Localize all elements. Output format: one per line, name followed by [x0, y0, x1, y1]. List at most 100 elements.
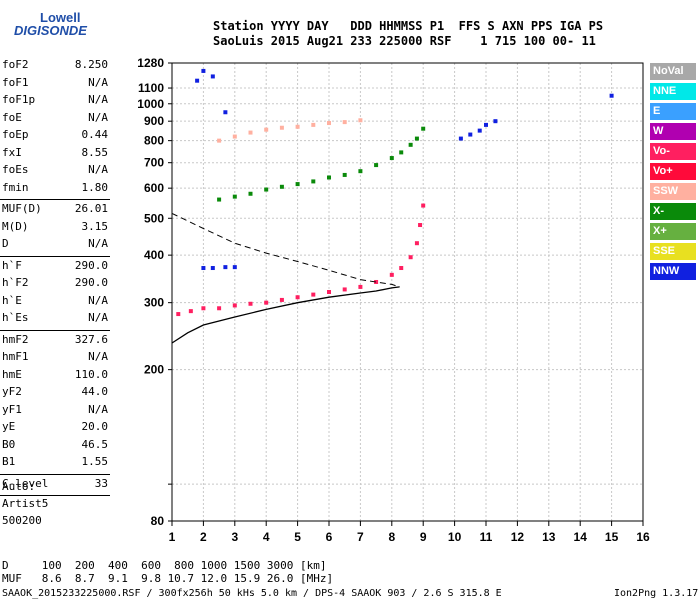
- param-row: MUF(D) 26.01: [2, 202, 108, 219]
- data-point: [217, 138, 222, 143]
- x-tick-label: 13: [542, 530, 556, 544]
- param-key: h`F: [2, 258, 22, 272]
- x-tick-label: 5: [294, 530, 301, 544]
- legend-item: NNW: [650, 263, 696, 280]
- y-tick-label: 200: [144, 363, 164, 377]
- param-value: N/A: [88, 350, 108, 363]
- y-tick-label: 700: [144, 156, 164, 170]
- logo-lowell: Lowell: [40, 10, 81, 25]
- data-point: [484, 122, 488, 127]
- data-point: [232, 194, 237, 199]
- param-row: foF1p N/A: [2, 93, 108, 110]
- param-value: 110.0: [74, 367, 108, 381]
- y-tick-label: 800: [144, 134, 164, 148]
- y-tick-label: 900: [144, 114, 164, 128]
- param-row: fmin 1.80: [2, 181, 108, 198]
- x-tick-label: 9: [420, 530, 427, 544]
- data-point: [279, 184, 284, 189]
- data-point: [358, 169, 363, 174]
- x-tick-label: 11: [480, 530, 493, 544]
- y-tick-label: 500: [144, 211, 164, 225]
- data-point: [295, 295, 300, 300]
- param-value: 327.6: [74, 332, 108, 346]
- param-key: foF1: [2, 75, 29, 89]
- data-point: [232, 303, 237, 308]
- footer-file-info: SAAOK_2015233225000.RSF / 300fx256h 50 k…: [2, 588, 502, 599]
- param-row: h`F2 290.0: [2, 276, 108, 293]
- data-point: [342, 172, 347, 177]
- data-point: [389, 156, 394, 161]
- data-point: [418, 223, 423, 228]
- plot-frame: [171, 62, 644, 522]
- param-value: N/A: [88, 311, 108, 324]
- note-artist: Artist5: [2, 497, 49, 510]
- param-value: N/A: [88, 110, 108, 124]
- param-value: 8.250: [74, 58, 108, 71]
- data-point: [295, 124, 300, 129]
- data-point: [264, 127, 269, 132]
- param-key: D: [2, 237, 9, 250]
- param-value: 26.01: [74, 202, 108, 215]
- x-tick-label: 12: [511, 530, 525, 544]
- param-value: N/A: [88, 293, 108, 307]
- data-point: [327, 175, 331, 180]
- x-tick-label: 10: [448, 530, 462, 544]
- data-point: [408, 142, 413, 147]
- data-point: [279, 297, 284, 302]
- param-row: h`Es N/A: [2, 311, 108, 328]
- legend-item: SSW: [650, 183, 696, 200]
- param-row: yF2 44.0: [2, 385, 108, 402]
- y-tick-label: 1000: [137, 97, 164, 111]
- y-tick-label: 80: [151, 514, 165, 528]
- param-value: 33: [94, 476, 108, 490]
- legend-item: NoVal: [650, 63, 696, 80]
- data-point: [176, 312, 181, 317]
- x-tick-label: 2: [200, 530, 207, 544]
- param-value: 20.0: [81, 420, 109, 433]
- data-point: [421, 126, 426, 131]
- param-row: C-level 33: [2, 477, 108, 494]
- x-tick-label: 15: [605, 530, 619, 544]
- data-point: [201, 266, 206, 271]
- footer-muf-row: MUF 8.6 8.7 9.1 9.8 10.7 12.0 15.9 26.0 …: [2, 572, 334, 585]
- param-key: hmE: [2, 367, 22, 381]
- data-point: [210, 74, 215, 79]
- data-point: [248, 130, 253, 135]
- legend-item: NNE: [650, 83, 696, 100]
- param-row: h`F 290.0: [2, 259, 108, 276]
- param-value: N/A: [88, 402, 108, 416]
- dashed-curve: [171, 212, 400, 288]
- x-tick-label: 6: [326, 530, 333, 544]
- data-point: [327, 290, 331, 294]
- data-point: [468, 132, 473, 137]
- data-point: [421, 203, 426, 208]
- data-point: [493, 119, 498, 124]
- param-key: foF1p: [2, 93, 36, 106]
- param-value: 290.0: [74, 258, 108, 272]
- data-point: [223, 110, 228, 115]
- param-separator: [0, 495, 110, 496]
- param-separator: [0, 199, 110, 200]
- legend-item: E: [650, 103, 696, 120]
- param-value: 1.55: [81, 455, 109, 468]
- y-tick-label: 400: [144, 248, 164, 262]
- x-tick-label: 16: [636, 530, 650, 544]
- param-value: 46.5: [81, 437, 109, 451]
- param-key: foE: [2, 110, 22, 124]
- legend-item: Vo-: [650, 143, 696, 160]
- param-value: 8.55: [81, 145, 109, 159]
- legend-item: Vo+: [650, 163, 696, 180]
- y-tick-label: 300: [144, 296, 164, 310]
- data-point: [399, 150, 404, 155]
- y-tick-label: 600: [144, 181, 164, 195]
- y-tick-label: 1280: [137, 56, 164, 70]
- data-point: [374, 163, 379, 168]
- data-point: [248, 191, 253, 196]
- param-key: foF2: [2, 58, 29, 71]
- data-point: [358, 118, 363, 123]
- data-point: [342, 287, 347, 292]
- param-row: foF2 8.250: [2, 58, 108, 75]
- param-separator: [0, 329, 110, 331]
- data-point: [414, 241, 419, 246]
